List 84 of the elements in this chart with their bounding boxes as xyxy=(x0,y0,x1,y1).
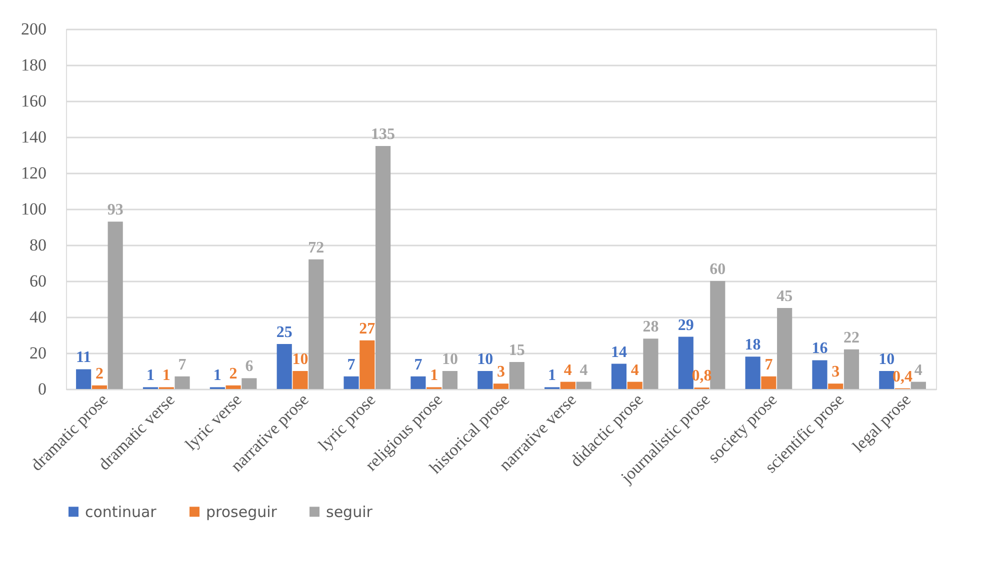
data-label: 7 xyxy=(764,356,773,374)
bar xyxy=(910,382,926,389)
bar xyxy=(710,281,726,389)
data-label: 4 xyxy=(564,362,572,379)
bar xyxy=(174,376,190,389)
bar xyxy=(560,382,576,389)
bar xyxy=(76,369,92,389)
data-label: 7 xyxy=(414,356,422,374)
data-label: 2 xyxy=(229,365,238,382)
y-tick-label: 100 xyxy=(21,200,46,218)
data-label: 60 xyxy=(710,261,726,278)
bar xyxy=(92,385,108,389)
data-label: 10 xyxy=(878,351,895,368)
bar xyxy=(828,384,844,389)
y-tick-label: 60 xyxy=(30,272,46,290)
data-label: 3 xyxy=(832,364,840,381)
y-tick-label: 120 xyxy=(21,164,46,182)
data-label: 18 xyxy=(744,336,761,354)
bar xyxy=(478,371,493,389)
y-tick-label: 180 xyxy=(21,56,46,74)
data-label: 7 xyxy=(347,356,356,374)
data-label: 11 xyxy=(76,349,92,366)
data-label: 16 xyxy=(812,340,828,358)
bar xyxy=(308,259,324,389)
bar xyxy=(844,349,860,389)
legend-label: seguir xyxy=(326,502,374,521)
data-label: 28 xyxy=(642,318,659,336)
data-label: 135 xyxy=(371,126,396,143)
bar xyxy=(442,371,458,389)
data-label: 14 xyxy=(610,344,627,361)
bar xyxy=(576,382,592,389)
data-label: 4 xyxy=(580,362,588,379)
bar xyxy=(777,308,792,389)
data-label: 4 xyxy=(630,362,639,379)
bar xyxy=(745,356,760,389)
data-label: 10 xyxy=(292,351,308,368)
data-label: 1 xyxy=(146,367,155,384)
bar xyxy=(611,364,627,389)
bar xyxy=(493,384,509,389)
data-label: 10 xyxy=(477,351,494,368)
bar xyxy=(761,376,776,389)
data-label: 72 xyxy=(308,239,324,256)
data-label: 22 xyxy=(843,329,860,346)
data-label: 1 xyxy=(162,367,170,384)
data-label: 6 xyxy=(245,358,254,376)
data-label: 1 xyxy=(548,367,556,384)
data-label: 4 xyxy=(914,362,922,379)
bar xyxy=(812,360,828,389)
bar xyxy=(410,376,426,389)
data-label: 1 xyxy=(213,367,222,384)
bar xyxy=(242,378,257,389)
bar xyxy=(643,338,658,389)
bar xyxy=(509,362,524,389)
legend-label: proseguir xyxy=(206,502,278,521)
y-tick-label: 80 xyxy=(30,236,46,254)
bar xyxy=(375,146,391,389)
y-tick-label: 140 xyxy=(21,128,46,146)
bar xyxy=(226,385,241,389)
bar xyxy=(344,376,359,389)
data-label: 7 xyxy=(178,356,186,374)
data-label: 2 xyxy=(95,365,104,382)
x-tick-label: lyric verse xyxy=(181,390,246,454)
data-label: 25 xyxy=(276,324,292,341)
y-tick-label: 20 xyxy=(30,344,46,362)
bar xyxy=(879,371,894,389)
data-label: 10 xyxy=(442,351,458,368)
data-label: 45 xyxy=(776,288,793,305)
data-label: 93 xyxy=(107,202,124,219)
bar xyxy=(678,336,694,389)
legend-label: continuar xyxy=(85,502,158,521)
bar xyxy=(360,340,375,389)
y-tick-label: 40 xyxy=(30,308,46,326)
data-label: 29 xyxy=(678,316,694,334)
y-tick-label: 0 xyxy=(38,380,46,398)
y-tick-label: 200 xyxy=(21,20,46,38)
bar xyxy=(108,222,123,389)
data-label: 27 xyxy=(359,320,376,338)
bar xyxy=(276,344,292,389)
y-tick-label: 160 xyxy=(21,92,46,110)
data-label: 15 xyxy=(508,342,525,359)
bar xyxy=(627,382,642,389)
bar xyxy=(292,371,308,389)
data-label: 1 xyxy=(430,367,438,384)
data-label: 3 xyxy=(497,364,505,381)
